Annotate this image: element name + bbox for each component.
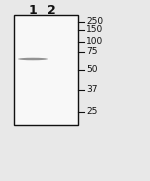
Text: 2: 2 bbox=[47, 3, 56, 16]
Text: 150: 150 bbox=[86, 26, 103, 35]
Text: 50: 50 bbox=[86, 66, 98, 75]
Text: 75: 75 bbox=[86, 47, 98, 56]
Text: 25: 25 bbox=[86, 108, 97, 117]
Text: 37: 37 bbox=[86, 85, 98, 94]
Text: 250: 250 bbox=[86, 18, 103, 26]
Text: 100: 100 bbox=[86, 37, 103, 47]
Ellipse shape bbox=[18, 58, 48, 60]
Bar bbox=[14, 15, 78, 125]
Text: 1: 1 bbox=[29, 3, 38, 16]
